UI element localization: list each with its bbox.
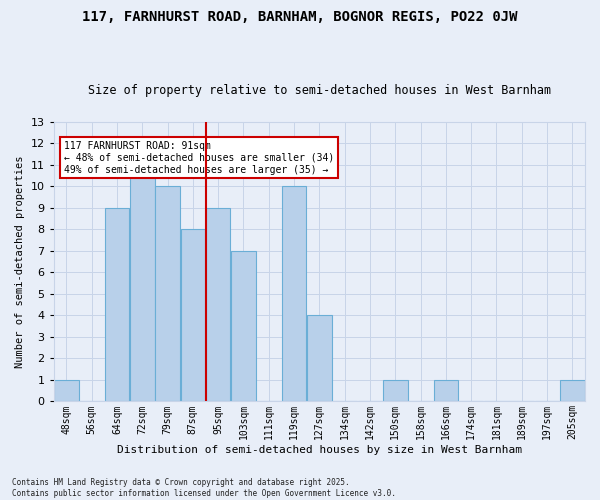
Title: Size of property relative to semi-detached houses in West Barnham: Size of property relative to semi-detach… [88,84,551,97]
Bar [434,380,458,402]
Text: 117 FARNHURST ROAD: 91sqm
← 48% of semi-detached houses are smaller (34)
49% of : 117 FARNHURST ROAD: 91sqm ← 48% of semi-… [64,142,335,174]
Text: Contains HM Land Registry data © Crown copyright and database right 2025.
Contai: Contains HM Land Registry data © Crown c… [12,478,396,498]
Bar [130,165,155,402]
Bar [54,380,79,402]
Bar [181,230,205,402]
Bar [231,251,256,402]
Text: 117, FARNHURST ROAD, BARNHAM, BOGNOR REGIS, PO22 0JW: 117, FARNHURST ROAD, BARNHAM, BOGNOR REG… [82,10,518,24]
Bar [104,208,129,402]
Y-axis label: Number of semi-detached properties: Number of semi-detached properties [15,156,25,368]
Bar [282,186,307,402]
Bar [206,208,230,402]
Bar [155,186,180,402]
X-axis label: Distribution of semi-detached houses by size in West Barnham: Distribution of semi-detached houses by … [117,445,522,455]
Bar [307,316,332,402]
Bar [383,380,407,402]
Bar [560,380,584,402]
